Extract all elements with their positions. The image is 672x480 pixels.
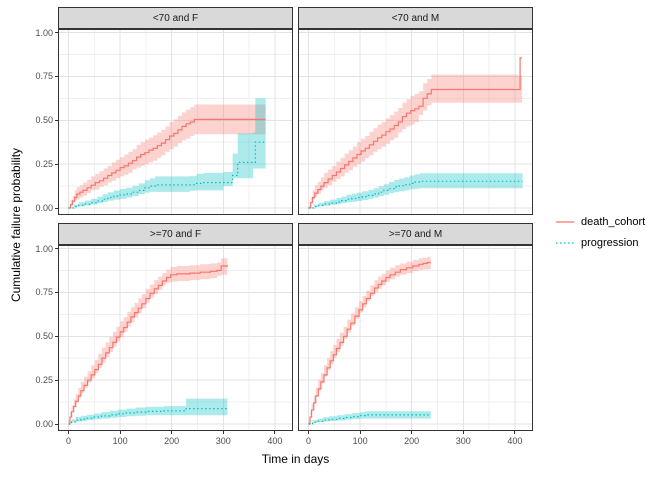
y-tick-mark <box>55 423 58 425</box>
x-tick-mark <box>308 431 309 434</box>
x-tick-label: 300 <box>215 436 231 446</box>
facet-panel-ge70-m <box>298 245 533 431</box>
y-tick-mark <box>55 163 58 165</box>
x-tick-label: 400 <box>267 436 283 446</box>
y-tick-label: 0.75 <box>35 287 53 298</box>
facet-strip-label: <70 and M <box>391 12 440 24</box>
legend-label: death_cohort <box>581 215 646 228</box>
legend-label: progression <box>581 236 639 249</box>
y-tick-mark <box>55 207 58 209</box>
x-tick-label: 0 <box>305 436 311 446</box>
legend: death_cohort progression <box>556 211 645 253</box>
x-tick-mark <box>514 431 516 434</box>
x-tick-label: 200 <box>164 436 180 446</box>
facet-strip-ge70-m: >=70 and M <box>298 223 533 245</box>
x-tick-mark <box>359 431 361 434</box>
facet-strip-lt70-f: <70 and F <box>58 7 293 29</box>
facet-panel-lt70-f <box>58 29 293 215</box>
x-tick-mark <box>222 431 224 434</box>
x-tick-label: 300 <box>455 436 471 446</box>
x-tick-mark <box>274 431 276 434</box>
facet-panel-lt70-m <box>298 29 533 215</box>
legend-entry-death-cohort: death_cohort <box>556 211 645 232</box>
x-tick-label: 200 <box>404 436 420 446</box>
y-tick-label: 0.25 <box>35 375 53 386</box>
y-tick-label: 0.00 <box>35 203 53 213</box>
y-tick-label: 0.50 <box>35 115 53 126</box>
x-tick-mark <box>171 431 173 434</box>
y-tick-mark <box>55 248 58 249</box>
y-tick-label: 1.00 <box>35 243 53 254</box>
y-tick-label: 0.50 <box>35 331 53 342</box>
y-tick-label: 0.75 <box>35 71 53 82</box>
y-tick-mark <box>55 75 58 77</box>
facet-strip-ge70-f: >=70 and F <box>58 223 293 245</box>
legend-key-dotted-line-icon <box>556 241 574 244</box>
x-tick-label: 0 <box>65 436 71 446</box>
facet-strip-label: <70 and F <box>152 12 199 24</box>
facet-strip-label: >=70 and M <box>388 228 443 240</box>
y-tick-mark <box>55 335 58 337</box>
y-axis-title: Cumulative failure probability <box>9 147 23 303</box>
y-tick-mark <box>55 32 58 33</box>
x-tick-mark <box>68 431 69 434</box>
facet-strip-label: >=70 and F <box>149 228 202 240</box>
y-tick-mark <box>55 291 58 293</box>
x-tick-label: 100 <box>352 436 368 446</box>
y-tick-label: 1.00 <box>35 27 53 38</box>
x-tick-mark <box>119 431 121 434</box>
legend-entry-progression: progression <box>556 232 645 253</box>
facet-strip-lt70-m: <70 and M <box>298 7 533 29</box>
x-axis-title: Time in days <box>261 452 330 466</box>
y-tick-mark <box>55 379 58 381</box>
x-tick-mark <box>411 431 413 434</box>
y-tick-mark <box>55 119 58 121</box>
x-tick-label: 100 <box>112 436 128 446</box>
y-tick-label: 0.00 <box>35 419 53 429</box>
facet-panel-ge70-f <box>58 245 293 431</box>
y-tick-label: 0.25 <box>35 159 53 170</box>
legend-key-solid-line-icon <box>556 220 574 223</box>
x-tick-label: 400 <box>507 436 523 446</box>
x-tick-mark <box>462 431 464 434</box>
